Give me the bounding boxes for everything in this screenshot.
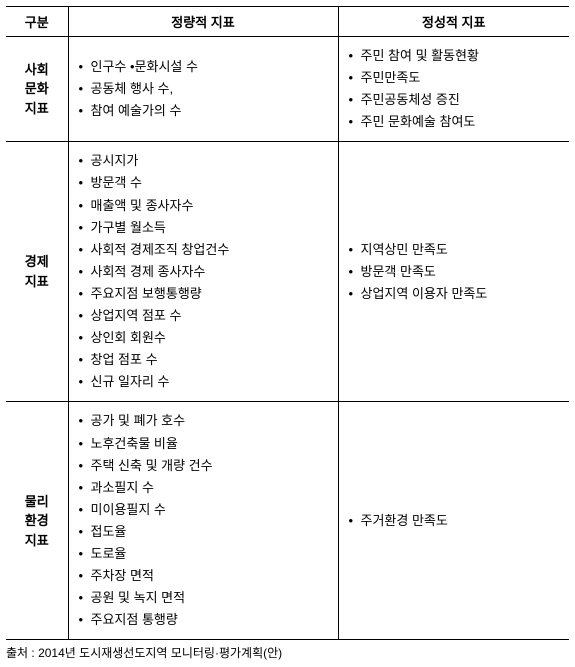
list-item: 신규 일자리 수 — [79, 371, 328, 393]
category-cell: 물리환경지표 — [6, 402, 68, 640]
quantitative-list: 공시지가방문객 수매출액 및 종사자수가구별 월소득사회적 경제조직 창업건수사… — [79, 150, 328, 393]
quantitative-list: 인구수 •문화시설 수공동체 행사 수,참여 예술가의 수 — [79, 56, 328, 122]
quantitative-cell: 공가 및 폐가 호수노후건축물 비율주택 신축 및 개량 건수과소필지 수미이용… — [68, 402, 338, 640]
qualitative-cell: 주거환경 만족도 — [338, 402, 569, 640]
header-category: 구분 — [6, 7, 68, 37]
header-quantitative: 정량적 지표 — [68, 7, 338, 37]
list-item: 접도율 — [79, 521, 328, 543]
header-qualitative: 정성적 지표 — [338, 7, 569, 37]
list-item: 공가 및 폐가 호수 — [79, 410, 328, 432]
qualitative-cell: 지역상민 만족도방문객 만족도상업지역 이용자 만족도 — [338, 142, 569, 402]
list-item: 공시지가 — [79, 150, 328, 172]
list-item: 주차장 면적 — [79, 565, 328, 587]
list-item: 주민 문화예술 참여도 — [349, 111, 560, 133]
list-item: 주요지점 통행량 — [79, 609, 328, 631]
list-item: 노후건축물 비율 — [79, 433, 328, 455]
qualitative-list: 주거환경 만족도 — [349, 510, 560, 532]
list-item: 창업 점포 수 — [79, 349, 328, 371]
list-item: 방문객 수 — [79, 172, 328, 194]
qualitative-cell: 주민 참여 및 활동현황주민만족도주민공동체성 증진주민 문화예술 참여도 — [338, 37, 569, 142]
category-cell: 사회문화지표 — [6, 37, 68, 142]
qualitative-list: 지역상민 만족도방문객 만족도상업지역 이용자 만족도 — [349, 239, 560, 305]
quantitative-cell: 인구수 •문화시설 수공동체 행사 수,참여 예술가의 수 — [68, 37, 338, 142]
list-item: 주민공동체성 증진 — [349, 89, 560, 111]
list-item: 인구수 •문화시설 수 — [79, 56, 328, 78]
list-item: 상업지역 점포 수 — [79, 305, 328, 327]
list-item: 도로율 — [79, 543, 328, 565]
list-item: 주민 참여 및 활동현황 — [349, 45, 560, 67]
list-item: 주요지점 보행통행량 — [79, 283, 328, 305]
indicators-table: 구분 정량적 지표 정성적 지표 사회문화지표 인구수 •문화시설 수공동체 행… — [6, 6, 569, 640]
list-item: 가구별 월소득 — [79, 217, 328, 239]
table-header: 구분 정량적 지표 정성적 지표 — [6, 7, 569, 37]
list-item: 방문객 만족도 — [349, 261, 560, 283]
table-row: 경제지표 공시지가방문객 수매출액 및 종사자수가구별 월소득사회적 경제조직 … — [6, 142, 569, 402]
list-item: 공동체 행사 수, — [79, 78, 328, 100]
list-item: 사회적 경제조직 창업건수 — [79, 239, 328, 261]
list-item: 사회적 경제 종사자수 — [79, 261, 328, 283]
qualitative-list: 주민 참여 및 활동현황주민만족도주민공동체성 증진주민 문화예술 참여도 — [349, 45, 560, 133]
list-item: 지역상민 만족도 — [349, 239, 560, 261]
table-body: 사회문화지표 인구수 •문화시설 수공동체 행사 수,참여 예술가의 수 주민 … — [6, 37, 569, 640]
quantitative-cell: 공시지가방문객 수매출액 및 종사자수가구별 월소득사회적 경제조직 창업건수사… — [68, 142, 338, 402]
table-row: 사회문화지표 인구수 •문화시설 수공동체 행사 수,참여 예술가의 수 주민 … — [6, 37, 569, 142]
list-item: 참여 예술가의 수 — [79, 100, 328, 122]
list-item: 주택 신축 및 개량 건수 — [79, 455, 328, 477]
list-item: 미이용필지 수 — [79, 499, 328, 521]
quantitative-list: 공가 및 폐가 호수노후건축물 비율주택 신축 및 개량 건수과소필지 수미이용… — [79, 410, 328, 631]
list-item: 공원 및 녹지 면적 — [79, 587, 328, 609]
table-caption: 출처 : 2014년 도시재생선도지역 모니터링·평가계획(안) — [6, 644, 569, 661]
list-item: 주민만족도 — [349, 67, 560, 89]
list-item: 상인회 회원수 — [79, 327, 328, 349]
list-item: 과소필지 수 — [79, 477, 328, 499]
list-item: 매출액 및 종사자수 — [79, 195, 328, 217]
table-row: 물리환경지표 공가 및 폐가 호수노후건축물 비율주택 신축 및 개량 건수과소… — [6, 402, 569, 640]
category-cell: 경제지표 — [6, 142, 68, 402]
list-item: 주거환경 만족도 — [349, 510, 560, 532]
list-item: 상업지역 이용자 만족도 — [349, 283, 560, 305]
